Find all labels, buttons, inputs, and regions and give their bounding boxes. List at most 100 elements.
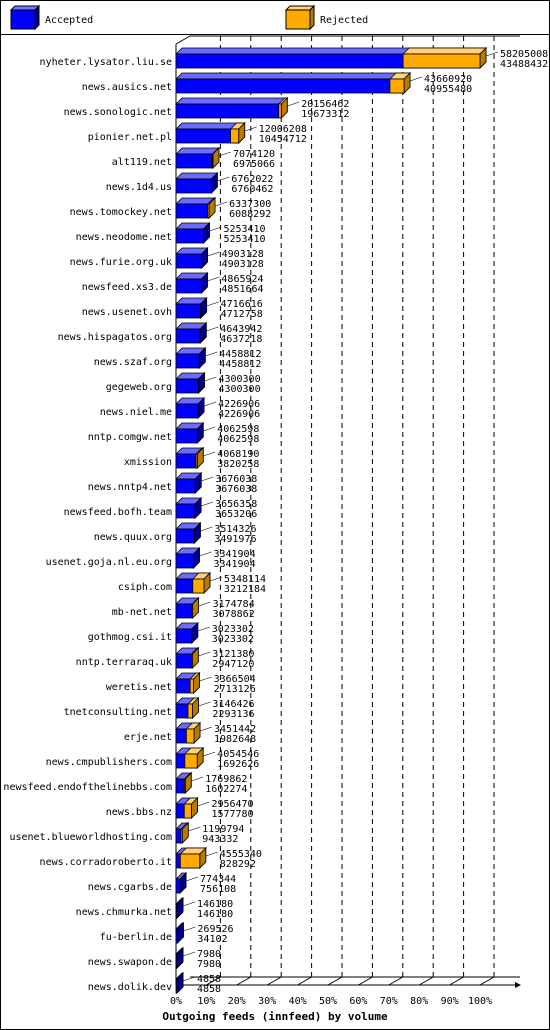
category-label: news.cgarbs.de <box>88 882 172 893</box>
value-label-rejected: 2947120 <box>212 659 254 670</box>
bar-rejected-front <box>207 203 210 219</box>
value-leader <box>201 501 214 507</box>
x-tick-label: 80% <box>410 996 428 1007</box>
value-label-rejected: 3653206 <box>215 509 257 520</box>
bar-accepted-end <box>176 947 184 969</box>
category-label: xmission <box>124 457 172 468</box>
value-label-accepted: 1199794 <box>202 824 244 835</box>
value-label-rejected: 6760462 <box>231 184 273 195</box>
bar-rejected <box>206 197 217 219</box>
value-label-accepted: 5253410 <box>223 224 265 235</box>
bar-accepted-front <box>175 453 198 469</box>
bar-rejected <box>187 697 200 719</box>
category-label: csiph.com <box>118 582 172 593</box>
bar-accepted-end <box>179 872 187 894</box>
value-leader <box>205 351 218 357</box>
bar-accepted-top <box>175 172 219 180</box>
bar-rejected <box>388 72 412 94</box>
bar-accepted-end <box>201 247 209 269</box>
category-label: news.bbs.nz <box>106 807 172 818</box>
grid-foot <box>479 976 495 986</box>
value-label-rejected: 3676038 <box>215 484 257 495</box>
bar-accepted-end <box>200 297 208 319</box>
category-label: news.nntp4.net <box>88 482 172 493</box>
bar-accepted-end <box>201 272 208 294</box>
bar-accepted-front <box>175 203 210 219</box>
category-label: news.corradoroberto.it <box>40 857 172 868</box>
value-leader <box>217 176 230 182</box>
value-label-rejected: 5253410 <box>223 234 265 245</box>
category-label: newsfeed.endofthelinebbs.com <box>3 782 172 793</box>
grid-lines <box>206 36 495 986</box>
bar-accepted-front <box>175 328 201 344</box>
category-label: news.ausics.net <box>82 82 172 93</box>
grid-foot <box>358 976 373 986</box>
bar-accepted-front <box>175 228 204 244</box>
category-label: news.cmpublishers.com <box>46 757 172 768</box>
category-label: pionier.net.pl <box>88 132 172 143</box>
x-tick-label: 40% <box>289 996 307 1007</box>
bar-accepted-end <box>197 397 205 419</box>
value-leader <box>198 601 211 607</box>
value-label-accepted: 5348114 <box>224 574 266 585</box>
bar-rejected <box>402 47 487 69</box>
value-label-rejected: 3078862 <box>213 609 255 620</box>
value-label-accepted: 6762022 <box>231 174 273 185</box>
bar-accepted-front <box>175 103 282 119</box>
value-leader <box>203 451 216 457</box>
value-label-rejected: 1982648 <box>214 734 256 745</box>
bar-accepted-front <box>175 178 212 194</box>
bar-rejected-top <box>402 47 487 55</box>
value-label-accepted: 20156462 <box>301 99 349 110</box>
value-label-accepted: 3366504 <box>214 674 256 685</box>
bar-accepted-front <box>175 553 194 569</box>
value-label-rejected: 3023302 <box>212 634 254 645</box>
value-label-rejected: 4062598 <box>217 434 259 445</box>
value-label-rejected: 6975066 <box>233 159 275 170</box>
value-label-accepted: 4054546 <box>217 749 259 760</box>
bar-rejected <box>191 597 200 619</box>
bar-accepted-end <box>191 622 199 644</box>
bar-rejected-front <box>190 653 193 669</box>
bar-rejected-front <box>230 128 240 144</box>
category-label: news.niel.me <box>100 407 172 418</box>
category-label: news.chmurka.net <box>76 907 172 918</box>
value-label-rejected: 3341904 <box>213 559 255 570</box>
value-label-accepted: 4458812 <box>219 349 261 360</box>
value-leader <box>209 576 223 582</box>
bar-accepted-front <box>175 278 202 294</box>
value-leader <box>199 551 212 557</box>
x-tick-label: 90% <box>441 996 459 1007</box>
bar-accepted-top <box>175 97 289 105</box>
category-labels: nyheter.lysator.liu.se news.ausics.net new… <box>3 57 172 993</box>
category-label: nntp.comgw.net <box>88 432 172 443</box>
value-leader <box>205 851 218 857</box>
bar-rejected-front <box>191 603 193 619</box>
value-leader <box>206 326 219 332</box>
bar-accepted-top <box>175 147 220 155</box>
bar-rejected-front <box>389 78 405 94</box>
bar-accepted-front <box>175 128 240 144</box>
grid-foot <box>266 976 282 986</box>
grid-foot <box>418 976 434 986</box>
bar-accepted-front <box>175 303 202 319</box>
value-label-accepted: 4903128 <box>222 249 264 260</box>
value-leader <box>198 701 211 707</box>
bar-accepted-front <box>175 778 186 794</box>
bars <box>175 47 487 994</box>
x-tick-label: 70% <box>380 996 398 1007</box>
category-label: news.1d4.us <box>106 182 172 193</box>
bar-rejected-front <box>185 728 195 744</box>
value-label-accepted: 3656358 <box>215 499 257 510</box>
bar-rejected <box>183 797 199 819</box>
chart-title: Outgoing feeds (innfeed) by volume <box>162 1010 388 1023</box>
value-label-accepted: 146180 <box>197 899 233 910</box>
value-label-rejected: 7980 <box>197 959 221 970</box>
legend-swatch-accepted <box>9 4 41 31</box>
value-label-rejected: 4458812 <box>219 359 261 370</box>
category-label: gegeweb.org <box>106 382 172 393</box>
x-tick-label: 50% <box>319 996 337 1007</box>
